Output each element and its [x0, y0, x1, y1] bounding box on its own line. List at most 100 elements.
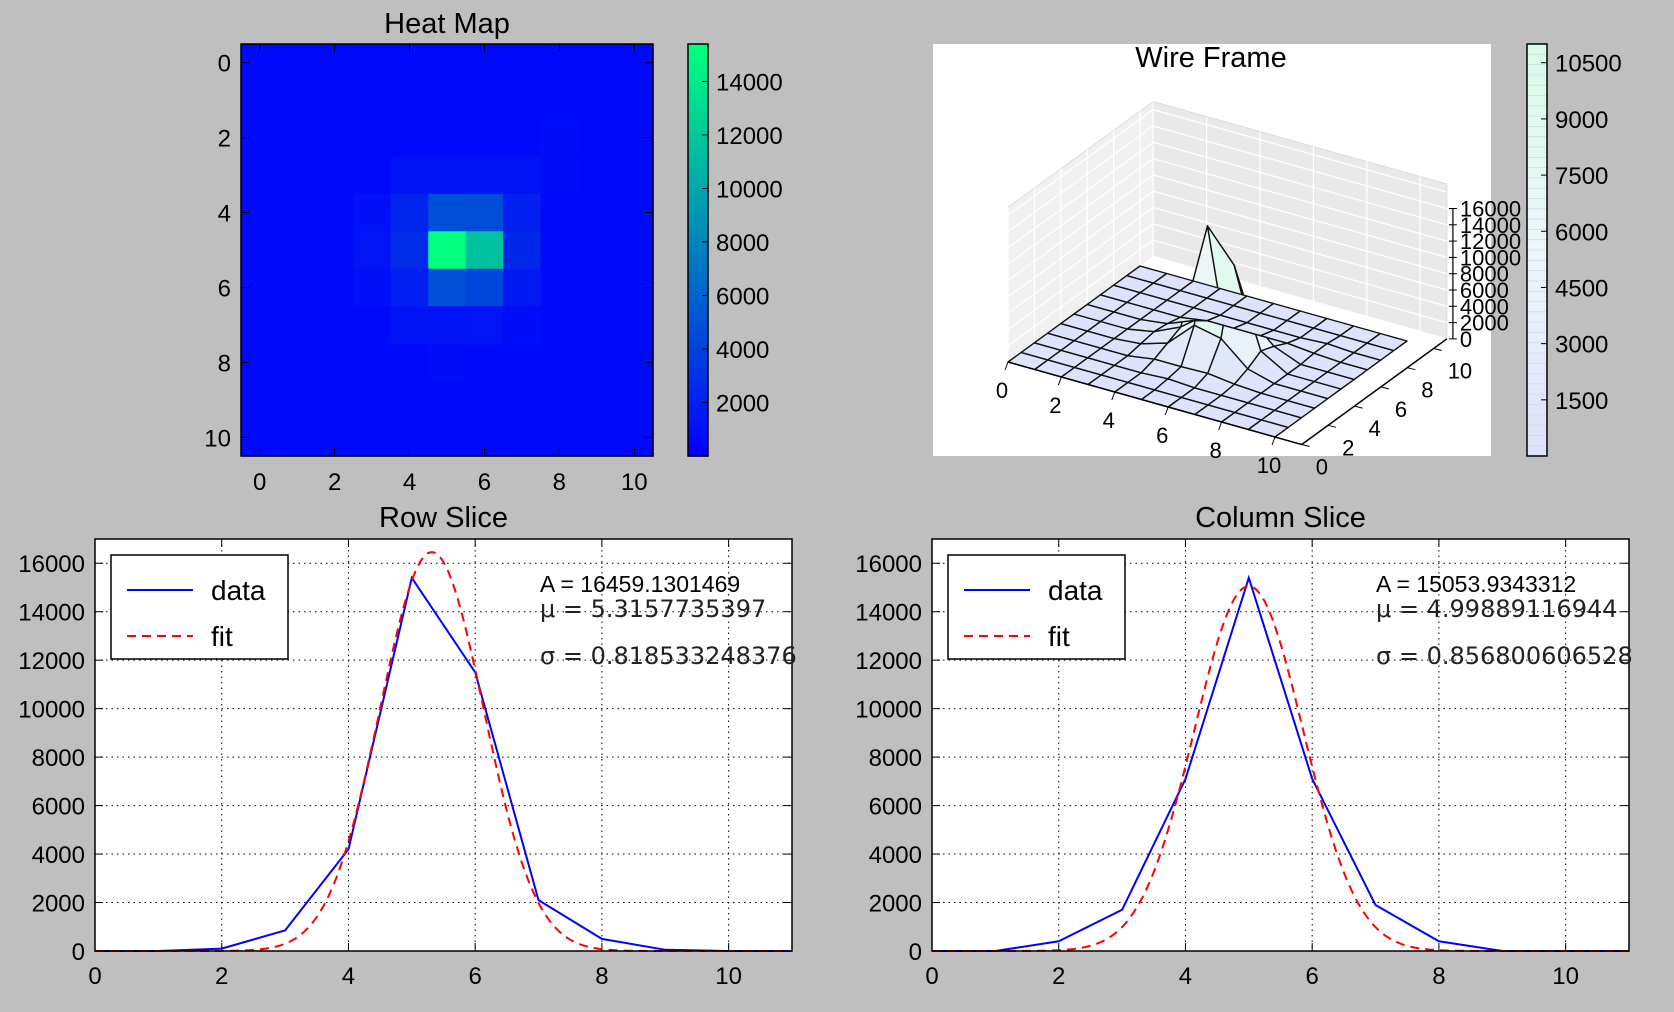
column-slice-ytick-label: 8000	[869, 745, 922, 772]
row-slice-xtick-label: 6	[469, 963, 482, 990]
heatmap-cell	[578, 343, 617, 382]
colorbar-segment	[688, 140, 708, 148]
wireframe-xtick-label: 6	[1156, 423, 1168, 448]
column-slice-ytick-label: 12000	[855, 648, 922, 675]
heatmap-cell	[278, 306, 317, 345]
colorbar-tick-label: 6000	[1555, 219, 1608, 246]
column-slice-xtick-label: 10	[1552, 963, 1579, 990]
heatmap-xtick-label: 10	[621, 469, 648, 496]
colorbar-segment	[688, 147, 708, 155]
colorbar-tick-label: 1500	[1555, 388, 1608, 415]
heatmap-xtick-label: 6	[478, 469, 491, 496]
colorbar-tick-label: 2000	[716, 390, 769, 417]
colorbar-segment	[688, 133, 708, 141]
heatmap-cell	[353, 306, 392, 345]
heatmap-cell	[353, 118, 392, 157]
colorbar-frame	[1526, 43, 1548, 457]
wireframe-ytick-mark	[1354, 405, 1363, 409]
heatmap-cell	[465, 118, 504, 157]
row-slice-ytick-label: 12000	[18, 648, 85, 675]
row-slice-ytick-label: 4000	[32, 842, 85, 869]
heatmap-cell	[353, 418, 392, 457]
heatmap-cell	[390, 306, 429, 345]
heatmap-cell	[578, 44, 617, 83]
heatmap-cell	[390, 343, 429, 382]
colorbar-segment	[688, 318, 708, 327]
heatmap-cell	[503, 381, 542, 420]
heatmap-cell	[540, 268, 579, 307]
colorbar-segment	[1527, 270, 1547, 279]
heatmap-xtick-label: 0	[253, 469, 266, 496]
colorbar-tick-label: 10500	[1555, 51, 1622, 78]
heatmap-cell	[540, 156, 579, 195]
wireframe-pane-grid	[1007, 174, 1448, 281]
column-slice-chart: Column Slice 0 2 4 6 8 10 0 2000 4000 6000 8000 1000…	[855, 502, 1632, 990]
colorbar-segment	[1527, 291, 1547, 299]
colorbar-segment	[688, 167, 708, 176]
colorbar-segment	[1527, 222, 1547, 231]
heatmap-cell	[353, 193, 392, 232]
row-slice-legend: data fit	[110, 554, 289, 660]
wireframe-pane-grid	[1007, 141, 1448, 249]
colorbar-segment	[688, 57, 708, 66]
wireframe-ztick-label: 8000	[1460, 262, 1509, 287]
colorbar-segment	[1527, 325, 1547, 334]
colorbar-segment	[688, 366, 708, 375]
heatmap-cell	[615, 231, 654, 270]
heatmap-cell	[278, 118, 317, 157]
colorbar-segment	[688, 401, 708, 409]
wireframe-ztick-label: 2000	[1460, 311, 1509, 336]
wireframe-ytick-label: 8	[1421, 378, 1433, 403]
heatmap-cell	[353, 381, 392, 420]
row-slice-ytick-label: 2000	[32, 891, 85, 918]
heatmap-cell	[278, 343, 317, 382]
colorbar-segment	[688, 126, 708, 134]
colorbar-segment	[1527, 229, 1547, 237]
heatmap-cell	[578, 156, 617, 195]
colorbar-segment	[1527, 44, 1547, 52]
heatmap-cell	[428, 81, 467, 120]
colorbar-segment	[1527, 284, 1547, 292]
heatmap-cell	[241, 231, 280, 270]
heatmap-cell	[465, 306, 504, 345]
colorbar-segment	[1527, 64, 1547, 73]
wireframe-ytick-mark	[1301, 444, 1310, 447]
colorbar-segment	[688, 407, 708, 416]
colorbar-segment	[1527, 243, 1547, 251]
heatmap-cell	[503, 268, 542, 307]
colorbar-segment	[688, 449, 708, 457]
colorbar-segment	[688, 256, 708, 265]
colorbar-segment	[1527, 147, 1547, 155]
colorbar-tick-label: 14000	[716, 69, 783, 96]
colorbar-tick-label: 4500	[1555, 275, 1608, 302]
heatmap-cell	[578, 193, 617, 232]
wireframe-facet	[1366, 332, 1408, 352]
colorbar-segment	[688, 263, 708, 272]
colorbar-segment	[688, 414, 708, 423]
heatmap-ytick-label: 10	[204, 425, 231, 452]
wireframe-xtick-mark	[1271, 436, 1276, 446]
wireframe-ytick-label: 6	[1395, 397, 1407, 422]
wireframe-xtick-mark	[1057, 376, 1062, 386]
colorbar-segment	[688, 153, 708, 162]
wireframe-pane-grid	[1007, 239, 1448, 347]
column-slice-annotation-amplitude: A = 15053.9343312	[1376, 571, 1576, 597]
wireframe-ytick-label: 10	[1448, 359, 1472, 384]
colorbar-segment	[1527, 394, 1547, 402]
colorbar-segment	[1527, 78, 1547, 86]
heatmap-cell	[315, 306, 354, 345]
heatmap-cell	[503, 44, 542, 83]
row-slice-ytick-label: 8000	[32, 745, 85, 772]
wireframe-pane-grid	[1007, 125, 1448, 233]
colorbar-segment	[688, 250, 708, 258]
colorbar-segment	[688, 174, 708, 183]
heatmap-cell	[615, 381, 654, 420]
row-slice-title: Row Slice	[379, 502, 508, 534]
wireframe-xtick-mark	[1004, 361, 1009, 371]
colorbar-segment	[688, 85, 708, 93]
heatmap-cell	[465, 268, 504, 307]
heatmap-cell	[503, 343, 542, 382]
heatmap-cell	[578, 81, 617, 120]
heatmap-cell	[428, 381, 467, 420]
